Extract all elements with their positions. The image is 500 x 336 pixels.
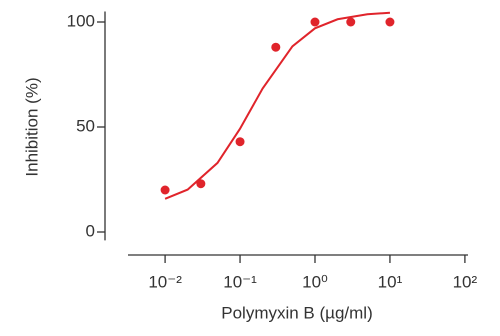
x-tick-label: 10⁻¹: [223, 272, 257, 291]
x-tick-label: 10²: [453, 272, 478, 291]
x-tick-label: 10⁻²: [148, 272, 182, 291]
x-axis-label: Polymyxin B (µg/ml): [221, 303, 372, 322]
y-tick-label: 50: [76, 116, 95, 135]
y-tick-label: 0: [86, 221, 95, 240]
y-axis-label: Inhibition (%): [22, 77, 41, 176]
data-point: [235, 137, 245, 147]
fit-curve: [164, 11, 391, 200]
data-point: [196, 179, 206, 189]
data-point: [385, 17, 395, 27]
x-tick-label: 10¹: [378, 272, 403, 291]
data-point: [346, 17, 356, 27]
y-tick-label: 100: [67, 11, 95, 30]
data-point: [310, 17, 320, 27]
data-point: [271, 42, 281, 52]
data-point: [160, 185, 170, 195]
x-tick-label: 10⁰: [302, 272, 328, 291]
